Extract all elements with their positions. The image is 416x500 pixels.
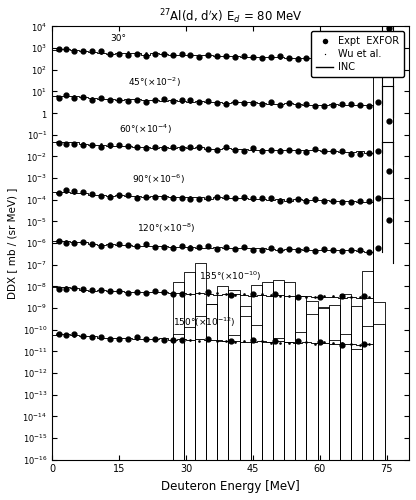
Y-axis label: DDX [ mb / (sr MeV) ]: DDX [ mb / (sr MeV) ]	[7, 188, 17, 298]
Text: 30°: 30°	[110, 34, 126, 42]
Text: 90°(×10$^{-6}$): 90°(×10$^{-6}$)	[132, 172, 185, 186]
Title: $^{27}$Al(d, d$^\prime$x) E$_d$ = 80 MeV: $^{27}$Al(d, d$^\prime$x) E$_d$ = 80 MeV	[159, 7, 302, 26]
Text: 45°(×10$^{-2}$): 45°(×10$^{-2}$)	[128, 76, 181, 90]
Text: 120°(×10$^{-8}$): 120°(×10$^{-8}$)	[137, 222, 196, 235]
Text: 60°(×10$^{-4}$): 60°(×10$^{-4}$)	[119, 122, 172, 136]
X-axis label: Deuteron Energy [MeV]: Deuteron Energy [MeV]	[161, 480, 300, 493]
Text: 135°(×10$^{-10}$): 135°(×10$^{-10}$)	[199, 270, 262, 283]
Text: 150°(×10$^{-12}$): 150°(×10$^{-12}$)	[173, 316, 235, 329]
Legend: Expt  EXFOR, Wu et al., INC: Expt EXFOR, Wu et al., INC	[311, 32, 404, 77]
